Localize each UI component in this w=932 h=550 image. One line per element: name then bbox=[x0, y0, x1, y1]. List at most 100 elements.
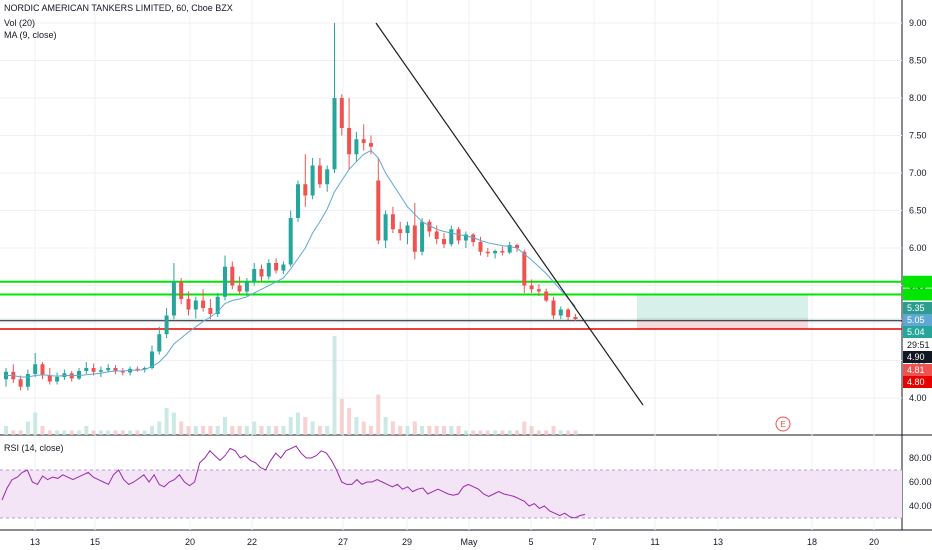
candle-body bbox=[383, 214, 388, 241]
earnings-marker-label: E bbox=[780, 420, 785, 429]
price-tick-label: 4.00 bbox=[909, 393, 927, 403]
volume-bar bbox=[427, 426, 432, 435]
volume-bar bbox=[91, 430, 96, 435]
volume-bar bbox=[449, 426, 454, 435]
candle-body bbox=[390, 214, 395, 230]
volume-bar bbox=[142, 430, 147, 435]
candle-body bbox=[317, 165, 322, 185]
volume-legend: Vol (20) bbox=[4, 18, 36, 28]
candle-body bbox=[325, 169, 330, 185]
time-tick-label: 27 bbox=[338, 537, 348, 547]
candle-body bbox=[230, 266, 235, 286]
volume-bar bbox=[215, 426, 220, 435]
candle-body bbox=[529, 285, 534, 290]
time-tick-label: 29 bbox=[402, 537, 412, 547]
volume-bar bbox=[201, 426, 206, 435]
volume-bar bbox=[193, 426, 198, 435]
rsi-band bbox=[0, 470, 902, 518]
candle-body bbox=[157, 334, 162, 352]
ma-line bbox=[6, 149, 576, 378]
volume-bar bbox=[98, 430, 103, 435]
volume-bar bbox=[493, 430, 498, 435]
volume-bar bbox=[573, 430, 578, 435]
volume-bar bbox=[11, 430, 16, 435]
volume-bar bbox=[463, 430, 468, 435]
price-tick-label: 7.00 bbox=[909, 168, 927, 178]
volume-bar bbox=[266, 426, 271, 435]
candle-body bbox=[369, 143, 373, 147]
candle-body bbox=[442, 239, 446, 245]
candle-body bbox=[33, 364, 38, 374]
black-level-tag-bg bbox=[903, 326, 932, 338]
candle-body bbox=[551, 300, 556, 316]
volume-bar bbox=[25, 421, 30, 435]
candle-body bbox=[332, 98, 337, 170]
candle-body bbox=[281, 264, 286, 271]
candle-body bbox=[347, 128, 352, 155]
candle-body bbox=[536, 289, 541, 292]
time-tick-label: 18 bbox=[807, 537, 817, 547]
black-level-tag: 5.04 bbox=[907, 327, 925, 337]
candle-body bbox=[266, 263, 271, 277]
volume-bar bbox=[551, 426, 556, 435]
candle-body bbox=[427, 221, 432, 232]
candle-body bbox=[186, 299, 191, 310]
candle-body bbox=[471, 234, 476, 242]
candle-body bbox=[573, 317, 578, 320]
candle-body bbox=[376, 180, 381, 241]
ma-value-tag-bg bbox=[903, 302, 932, 314]
candle-body bbox=[259, 269, 264, 277]
volume-bar bbox=[62, 430, 67, 435]
candle-body bbox=[208, 308, 213, 314]
time-tick-label: 13 bbox=[713, 537, 723, 547]
candle-body bbox=[113, 368, 118, 371]
candle-body bbox=[361, 139, 366, 143]
candle-body bbox=[288, 218, 293, 265]
volume-bar bbox=[47, 430, 52, 435]
volume-bar bbox=[179, 421, 184, 435]
candle-body bbox=[244, 281, 249, 292]
volume-bar bbox=[135, 430, 140, 435]
volume-bar bbox=[420, 426, 425, 435]
time-tick-label: 5 bbox=[528, 537, 533, 547]
volume-bar bbox=[507, 430, 512, 435]
time-tick-label: 20 bbox=[869, 537, 879, 547]
volume-bar bbox=[515, 430, 519, 435]
candle-body bbox=[310, 165, 315, 196]
volume-bar bbox=[40, 426, 45, 435]
candle-body bbox=[478, 242, 483, 252]
volume-bar bbox=[383, 417, 388, 435]
time-tick-label: 15 bbox=[90, 537, 100, 547]
volume-bar bbox=[405, 426, 410, 435]
candle-body bbox=[164, 315, 169, 335]
volume-bar bbox=[361, 421, 366, 435]
time-tick-label: May bbox=[460, 537, 478, 547]
price-tick-label: 7.50 bbox=[909, 131, 927, 141]
candle-body bbox=[91, 368, 96, 372]
volume-bar bbox=[223, 417, 227, 435]
volume-bar bbox=[332, 336, 337, 435]
volume-bar bbox=[84, 426, 89, 435]
volume-bar bbox=[369, 426, 373, 435]
candle-body bbox=[40, 364, 45, 376]
resistance-tag-upper bbox=[903, 275, 932, 288]
candle-body bbox=[566, 309, 571, 317]
candle-body bbox=[47, 375, 52, 382]
candle-body bbox=[434, 231, 439, 239]
candle-body bbox=[201, 300, 206, 308]
candle-body bbox=[303, 184, 308, 196]
candle-body bbox=[98, 370, 103, 372]
volume-bar bbox=[325, 426, 330, 435]
rsi-tick-label: 60.00 bbox=[909, 477, 932, 487]
volume-bar bbox=[113, 430, 118, 435]
earnings-marker bbox=[775, 416, 791, 432]
volume-bar bbox=[259, 426, 264, 435]
level-480-tag: 4.80 bbox=[907, 377, 925, 387]
ma-legend: MA (9, close) bbox=[4, 30, 57, 40]
volume-bar bbox=[456, 426, 461, 435]
candle-body bbox=[84, 368, 89, 371]
volume-bar bbox=[412, 421, 417, 435]
volume-bar bbox=[339, 399, 344, 435]
candle-body bbox=[150, 351, 154, 368]
